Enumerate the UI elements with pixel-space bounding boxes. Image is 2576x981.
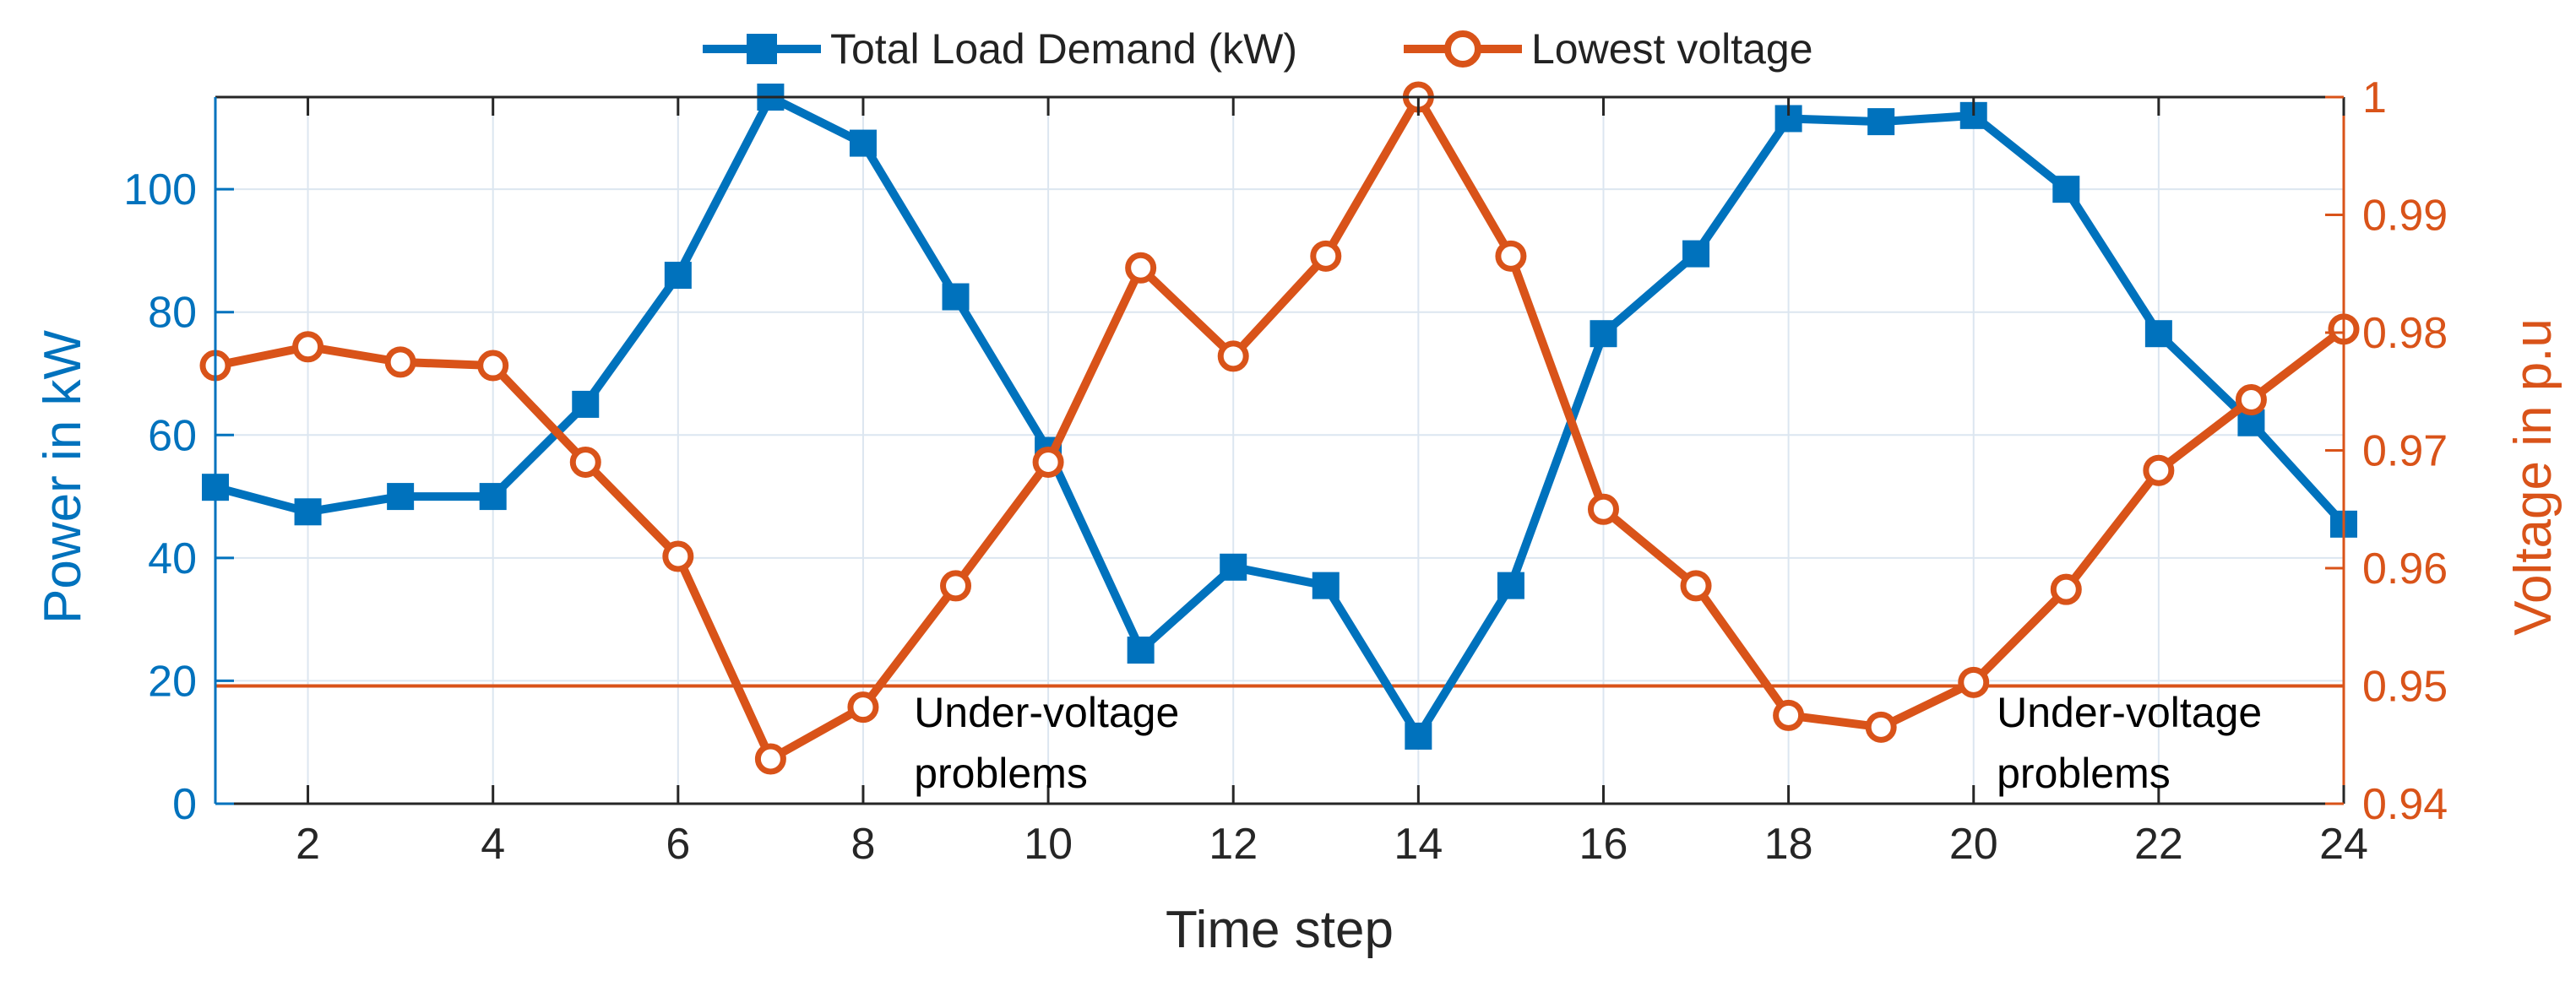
legend-marker-square — [747, 34, 777, 64]
legend: Total Load Demand (kW) Lowest voltage — [703, 25, 1813, 73]
data-point-total-load — [2144, 320, 2172, 348]
legend-label-total-load: Total Load Demand (kW) — [830, 25, 1297, 73]
data-point-total-load — [294, 498, 322, 526]
data-point-lowest-voltage — [1680, 570, 1712, 602]
data-point-total-load — [664, 262, 692, 290]
data-point-lowest-voltage — [1310, 240, 1342, 272]
right-y-axis-title: Voltage in p.u — [2504, 318, 2562, 636]
x-tick-label: 22 — [2134, 820, 2183, 869]
x-tick-label: 2 — [296, 820, 320, 869]
left-y-tick-label: 100 — [123, 165, 197, 214]
data-point-lowest-voltage — [754, 743, 786, 775]
annotation-under-voltage-1: problems — [914, 750, 1088, 797]
annotation-under-voltage-2: problems — [1997, 750, 2171, 797]
data-point-lowest-voltage — [2050, 573, 2082, 605]
data-point-lowest-voltage — [1495, 240, 1527, 272]
x-tick-label: 18 — [1764, 820, 1813, 869]
data-point-lowest-voltage — [1865, 711, 1897, 743]
data-point-lowest-voltage — [1587, 493, 1619, 525]
data-point-lowest-voltage — [1958, 666, 1990, 698]
x-tick-label: 6 — [666, 820, 690, 869]
x-tick-label: 4 — [481, 820, 505, 869]
annotation-layer: Under-voltage problems Under-voltage proble… — [914, 689, 2262, 797]
data-point-total-load — [387, 483, 415, 511]
left-y-tick-label: 60 — [148, 411, 197, 460]
data-point-lowest-voltage — [1217, 340, 1249, 372]
series-line-total-load — [214, 93, 2347, 740]
right-y-tick-label: 0.99 — [2362, 192, 2448, 241]
data-point-lowest-voltage — [2235, 384, 2267, 416]
data-point-total-load — [1497, 572, 1524, 599]
data-point-total-load — [942, 283, 970, 311]
x-tick-label: 14 — [1394, 820, 1443, 869]
data-point-total-load — [2052, 176, 2080, 203]
left-y-axis-title: Power in kW — [34, 330, 92, 624]
data-point-total-load — [1867, 108, 1895, 136]
right-y-tick-label: 0.97 — [2362, 427, 2448, 476]
right-y-tick-label: 0.94 — [2362, 780, 2448, 829]
data-point-lowest-voltage — [1032, 446, 1064, 478]
data-point-total-load — [1682, 240, 1710, 268]
left-y-tick-label: 0 — [172, 780, 197, 829]
data-point-lowest-voltage — [292, 331, 324, 363]
annotation-under-voltage-2: Under-voltage — [1997, 689, 2262, 736]
data-point-lowest-voltage — [1773, 699, 1805, 731]
legend-marker-circle — [1444, 30, 1481, 68]
x-tick-label: 12 — [1209, 820, 1258, 869]
data-point-lowest-voltage — [1125, 252, 1157, 284]
left-y-tick-label: 20 — [148, 657, 197, 706]
data-point-lowest-voltage — [662, 540, 694, 572]
right-y-tick-label: 0.96 — [2362, 545, 2448, 593]
data-point-total-load — [849, 129, 877, 157]
right-y-tick-label: 0.95 — [2362, 663, 2448, 712]
data-point-total-load — [1127, 637, 1155, 664]
data-point-total-load — [1220, 553, 1247, 581]
left-y-tick-label: 40 — [148, 534, 197, 583]
data-point-total-load — [1590, 320, 1617, 348]
x-tick-label: 24 — [2319, 820, 2368, 869]
data-point-lowest-voltage — [847, 691, 879, 724]
data-point-lowest-voltage — [477, 350, 509, 382]
x-tick-label: 16 — [1579, 820, 1628, 869]
data-point-lowest-voltage — [940, 570, 972, 602]
data-point-total-load — [1312, 572, 1340, 599]
annotation-under-voltage-1: Under-voltage — [914, 689, 1179, 736]
data-point-lowest-voltage — [2143, 454, 2175, 486]
data-point-total-load — [572, 390, 600, 418]
data-point-lowest-voltage — [384, 346, 416, 378]
data-point-total-load — [479, 483, 507, 511]
data-point-lowest-voltage — [569, 446, 601, 478]
series-layer — [199, 81, 2360, 775]
data-point-total-load — [1405, 722, 1432, 750]
x-tick-label: 20 — [1949, 820, 1998, 869]
x-tick-label: 10 — [1024, 820, 1073, 869]
x-axis-title: Time step — [1166, 901, 1394, 959]
x-tick-label: 8 — [851, 820, 875, 869]
left-y-tick-label: 80 — [148, 289, 197, 338]
legend-label-lowest-voltage: Lowest voltage — [1531, 25, 1813, 73]
tick-layer: 2 4 6 8 10 12 14 16 18 20 22 240204060801000.940.95… — [123, 73, 2448, 869]
right-y-tick-label: 1 — [2362, 73, 2387, 122]
right-y-tick-label: 0.98 — [2362, 309, 2448, 358]
series-line-lowest-voltage — [215, 93, 2347, 763]
